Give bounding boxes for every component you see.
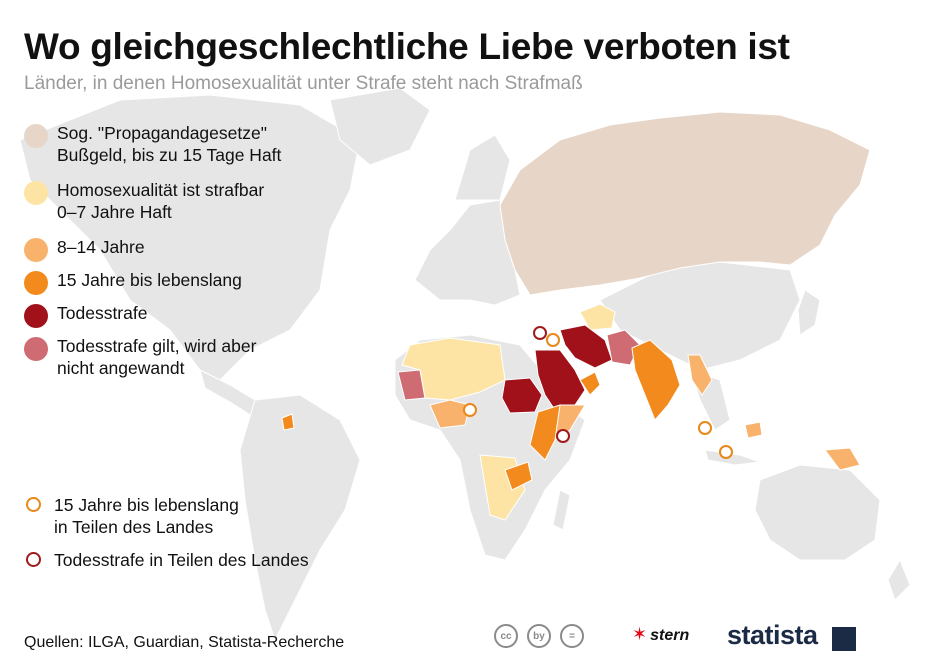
legend-label: 8–14 Jahre	[57, 237, 145, 257]
by-attribution-icon: by	[527, 624, 551, 648]
legend-label: Todesstrafe	[57, 303, 148, 323]
region-guyana	[281, 413, 295, 431]
marker-partial-life-nigeria	[463, 403, 477, 417]
region-zambia	[504, 461, 533, 491]
legend-label: Todesstrafe gilt, wird aber	[57, 336, 257, 356]
region-malaysia	[744, 421, 763, 439]
ring-darkred-icon	[26, 552, 41, 567]
region-png	[824, 447, 861, 471]
legend-swatch	[24, 124, 48, 148]
cc-license-icon: cc	[494, 624, 518, 648]
marker-partial-life-indonesia	[719, 445, 733, 459]
ring-orange-icon	[26, 497, 41, 512]
region-russia	[499, 111, 871, 296]
stern-logo: ✶ stern	[632, 624, 690, 644]
legend-swatch	[24, 271, 48, 295]
marker-legend-label: 15 Jahre bis lebenslang	[54, 495, 239, 515]
marker-partial-death-somalia	[556, 429, 570, 443]
legend-label: Homosexualität ist strafbar	[57, 180, 265, 200]
region-myanmar	[687, 354, 713, 396]
region-india	[631, 339, 681, 421]
chart-subtitle: Länder, in denen Homosexualität unter St…	[24, 73, 583, 94]
legend-swatch	[24, 238, 48, 262]
legend-swatch	[24, 337, 48, 361]
legend-label-line2: Bußgeld, bis zu 15 Tage Haft	[57, 145, 282, 165]
chart-title: Wo gleichgeschlechtliche Liebe verboten …	[24, 26, 790, 67]
legend-label: 15 Jahre bis lebenslang	[57, 270, 242, 290]
marker-legend-label-line2: in Teilen des Landes	[54, 517, 214, 537]
region-oman	[579, 371, 601, 396]
legend-swatch	[24, 304, 48, 328]
no-derivatives-icon: =	[560, 624, 584, 648]
statista-mark-icon	[832, 627, 856, 651]
legend-label-line2: nicht angewandt	[57, 358, 185, 378]
legend-label-line2: 0–7 Jahre Haft	[57, 202, 172, 222]
region-sahel	[401, 337, 506, 401]
marker-partial-life-gaza	[546, 333, 560, 347]
marker-partial-death-iraq	[533, 326, 547, 340]
legend-swatch	[24, 181, 48, 205]
land-base	[19, 87, 911, 642]
marker-legend-label: Todesstrafe in Teilen des Landes	[54, 550, 309, 570]
region-iran	[559, 324, 613, 369]
region-sudan	[501, 377, 543, 414]
statista-logo: statista	[727, 620, 818, 650]
marker-partial-life-malaysia	[698, 421, 712, 435]
source-note: Quellen: ILGA, Guardian, Statista-Recher…	[24, 634, 345, 651]
star-icon: ✶	[632, 624, 648, 644]
legend-label: Sog. "Propagandagesetze"	[57, 123, 267, 143]
